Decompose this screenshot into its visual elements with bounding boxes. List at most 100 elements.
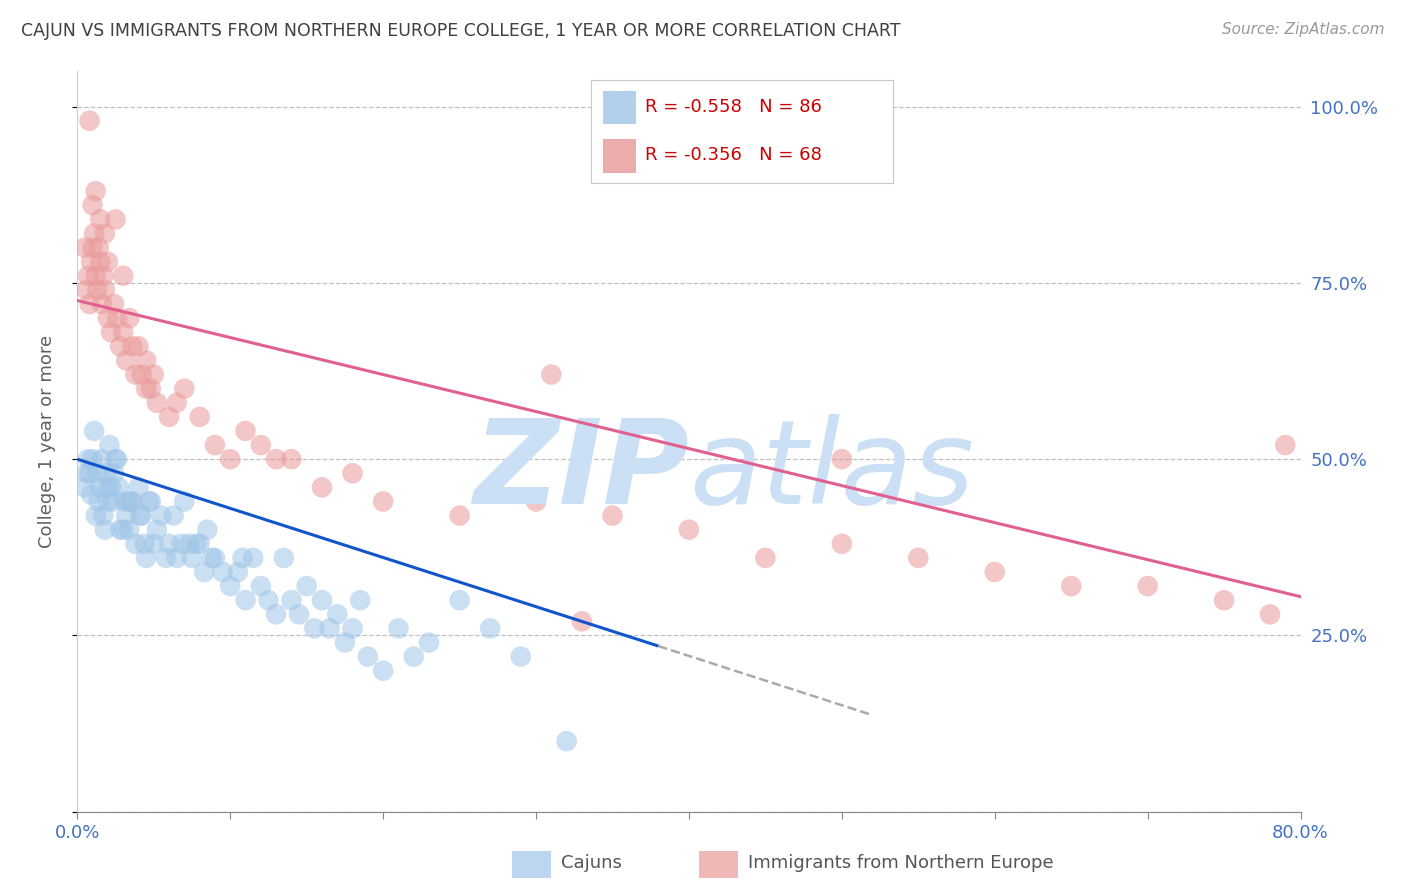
Point <box>142 537 165 551</box>
Point <box>235 593 257 607</box>
Point <box>211 565 233 579</box>
Text: Immigrants from Northern Europe: Immigrants from Northern Europe <box>748 854 1053 872</box>
Point <box>118 311 141 326</box>
Point <box>250 438 273 452</box>
Point <box>94 523 117 537</box>
Point <box>90 297 112 311</box>
Point <box>984 565 1007 579</box>
Point <box>371 664 394 678</box>
Point <box>479 621 502 635</box>
Point <box>121 494 143 508</box>
Point <box>219 579 242 593</box>
Point <box>571 615 593 629</box>
Point <box>193 565 215 579</box>
Point <box>128 480 150 494</box>
Point <box>86 467 108 481</box>
Point <box>907 550 929 565</box>
Point <box>146 523 169 537</box>
Point <box>94 283 117 297</box>
Point <box>103 467 125 481</box>
Bar <box>603 91 636 124</box>
Point <box>304 621 326 635</box>
Point <box>264 607 287 622</box>
Point <box>79 467 101 481</box>
Point <box>219 452 242 467</box>
Point <box>105 311 128 326</box>
Point <box>84 268 107 283</box>
Point <box>104 212 127 227</box>
Point <box>89 480 111 494</box>
Point <box>235 424 257 438</box>
Point <box>173 494 195 508</box>
Point <box>524 494 547 508</box>
Point <box>318 621 340 635</box>
Point <box>166 550 188 565</box>
Point <box>342 621 364 635</box>
Bar <box>699 851 738 878</box>
Point <box>121 339 143 353</box>
Point <box>97 480 120 494</box>
Point <box>326 607 349 622</box>
Point <box>105 452 128 467</box>
Point <box>131 508 153 523</box>
Point <box>103 297 125 311</box>
Point <box>108 339 131 353</box>
Point <box>108 523 131 537</box>
Point <box>242 550 264 565</box>
Point <box>602 508 624 523</box>
Point <box>135 382 157 396</box>
Point <box>98 438 121 452</box>
Point <box>155 550 177 565</box>
Point <box>91 508 114 523</box>
Point <box>177 537 200 551</box>
Point <box>195 523 218 537</box>
Point <box>89 212 111 227</box>
Point <box>112 325 135 339</box>
Point <box>107 480 129 494</box>
Point <box>135 550 157 565</box>
Point <box>139 382 162 396</box>
Point <box>104 452 127 467</box>
Point <box>357 649 380 664</box>
Point <box>138 494 160 508</box>
Point <box>157 409 180 424</box>
Point <box>114 494 136 508</box>
Point <box>349 593 371 607</box>
Point <box>84 508 107 523</box>
Point <box>264 452 287 467</box>
Point <box>831 537 853 551</box>
Point <box>257 593 280 607</box>
Point <box>139 494 162 508</box>
Point <box>311 593 333 607</box>
Text: R = -0.558   N = 86: R = -0.558 N = 86 <box>645 98 823 116</box>
Point <box>124 537 146 551</box>
Point <box>82 452 104 467</box>
Point <box>166 396 188 410</box>
Point <box>204 438 226 452</box>
Point <box>150 508 173 523</box>
Point <box>188 537 211 551</box>
Text: R = -0.356   N = 68: R = -0.356 N = 68 <box>645 146 823 164</box>
Point <box>115 508 138 523</box>
Point <box>84 184 107 198</box>
Point <box>754 550 776 565</box>
Point <box>831 452 853 467</box>
Point <box>117 494 139 508</box>
Point <box>371 494 394 508</box>
Point <box>131 368 153 382</box>
Point <box>112 268 135 283</box>
Point <box>91 268 114 283</box>
Point <box>295 579 318 593</box>
Point <box>124 368 146 382</box>
Point <box>273 550 295 565</box>
Point <box>86 283 108 297</box>
Point <box>83 424 105 438</box>
Point <box>118 523 141 537</box>
Point <box>204 550 226 565</box>
Point <box>418 635 440 649</box>
Point <box>96 467 118 481</box>
Point <box>129 508 152 523</box>
Point <box>1136 579 1159 593</box>
Point <box>82 241 104 255</box>
Point <box>89 254 111 268</box>
